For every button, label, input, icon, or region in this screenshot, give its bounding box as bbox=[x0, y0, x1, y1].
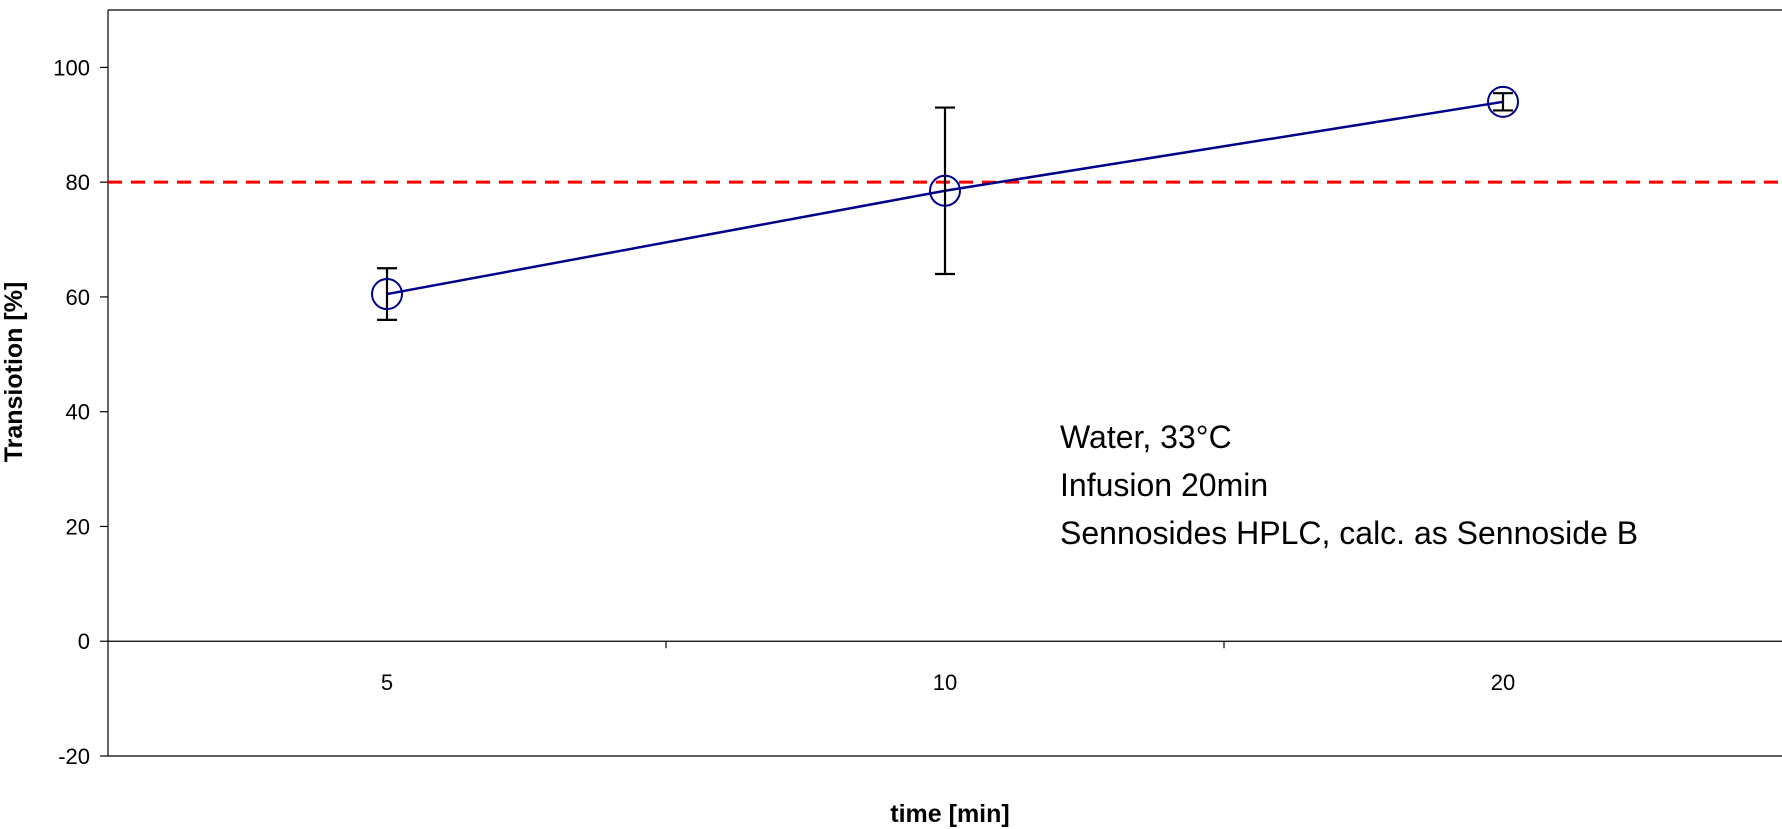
y-axis-ticks: -20 0 20 40 60 80 100 bbox=[53, 55, 108, 769]
data-point bbox=[371, 278, 403, 311]
y-tick-label: 80 bbox=[66, 170, 90, 195]
y-tick-label: 40 bbox=[66, 400, 90, 425]
y-tick-label: 0 bbox=[78, 629, 90, 654]
x-axis-ticks: 5 10 20 bbox=[381, 641, 1515, 695]
x-axis-title: time [min] bbox=[890, 800, 1009, 828]
x-tick-label: 10 bbox=[933, 670, 957, 695]
y-tick-label: -20 bbox=[58, 744, 90, 769]
annotation-line-2: Infusion 20min bbox=[1060, 467, 1268, 503]
data-point bbox=[929, 174, 961, 207]
x-tick-label: 5 bbox=[381, 670, 393, 695]
annotation-line-1: Water, 33°C bbox=[1060, 419, 1232, 455]
y-tick-label: 20 bbox=[66, 514, 90, 539]
x-tick-label: 20 bbox=[1491, 670, 1515, 695]
y-tick-label: 60 bbox=[66, 285, 90, 310]
data-point bbox=[1487, 85, 1519, 118]
series-layer bbox=[371, 85, 1519, 321]
annotation-line-3: Sennosides HPLC, calc. as Sennoside B bbox=[1060, 515, 1638, 551]
y-tick-label: 100 bbox=[53, 55, 90, 80]
plot-frame bbox=[107, 9, 1782, 757]
y-axis-title: Transiotion [%] bbox=[0, 282, 28, 463]
